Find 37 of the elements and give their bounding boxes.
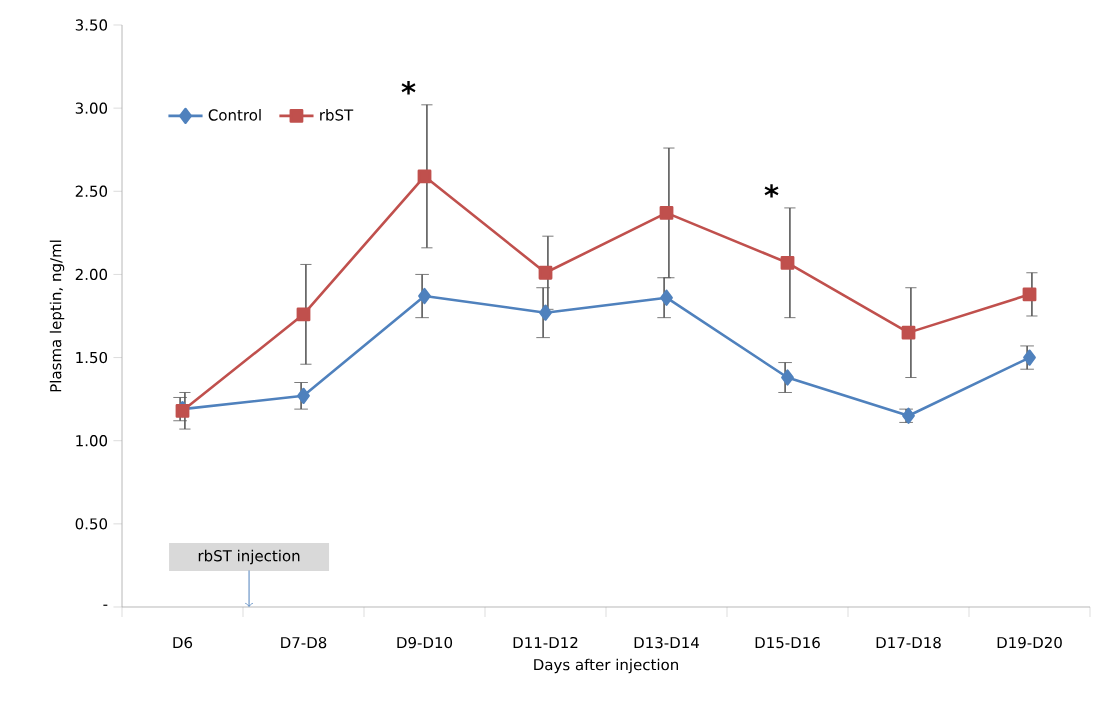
x-tick-label: D17-D18 (876, 636, 941, 649)
annotation: * (764, 184, 779, 198)
y-tick-label: 1.00 (76, 435, 108, 447)
x-axis-title: Days after injection (534, 658, 678, 674)
y-tick-label: 3.50 (75, 19, 108, 31)
x-tick-label: D9-D10 (397, 636, 453, 649)
point (781, 369, 794, 386)
x-tick-label: D13-D14 (634, 636, 699, 649)
x-tick-label: D19-D20 (997, 636, 1062, 649)
annotation: * (401, 81, 416, 95)
point (297, 387, 310, 404)
point (660, 289, 673, 306)
point (417, 169, 432, 184)
x-tick-label: D6 (173, 636, 193, 649)
x-tick-label: D11-D12 (513, 636, 578, 649)
point (296, 307, 311, 322)
point (538, 265, 553, 280)
y-tick-label: 0.50 (75, 518, 108, 530)
legend-label: rbST (320, 109, 354, 121)
annotation: rbST injection (198, 549, 300, 565)
x-tick-label: D7-D8 (281, 636, 327, 649)
point (902, 407, 915, 424)
point (539, 304, 552, 321)
point (901, 325, 916, 340)
y-tick-label: 1.50 (76, 351, 108, 364)
point (418, 287, 431, 305)
legend-label: Control (208, 109, 261, 121)
x-tick-label: D15-D16 (755, 636, 820, 649)
y-tick-label: 3.00 (75, 102, 108, 114)
point (780, 255, 795, 270)
y-tick-label: - (103, 604, 108, 606)
y-axis-title: Plasma leptin, ng/ml (49, 240, 65, 392)
y-tick-label: 2.50 (75, 185, 108, 197)
point (659, 206, 674, 220)
point (1022, 287, 1037, 302)
point (1023, 349, 1036, 366)
y-tick-label: 2.00 (75, 268, 108, 281)
